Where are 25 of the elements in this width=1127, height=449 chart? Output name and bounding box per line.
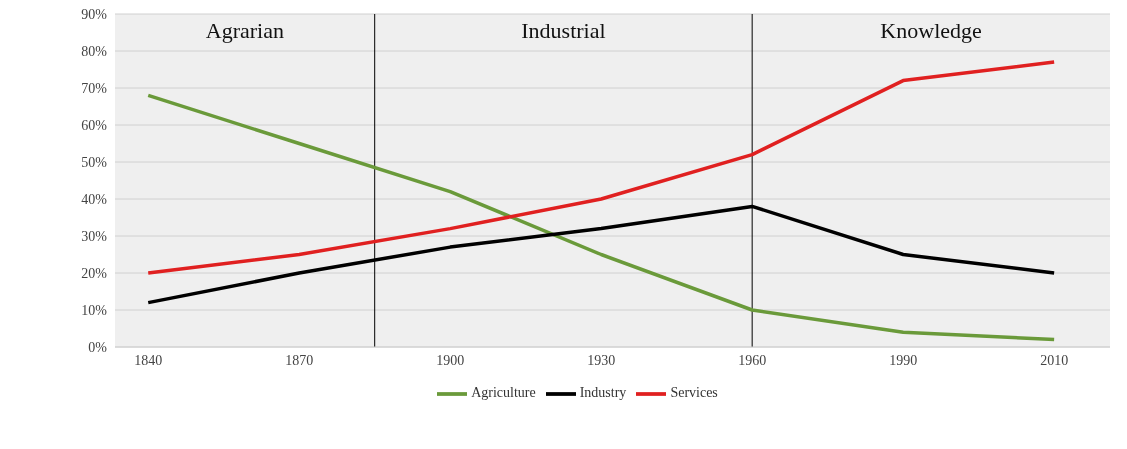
y-tick-label: 70% (81, 80, 108, 96)
y-tick-label: 80% (81, 43, 108, 59)
y-tick-label: 20% (81, 265, 108, 281)
y-tick-label: 30% (81, 228, 108, 244)
x-tick-label: 1870 (285, 352, 314, 368)
y-tick-label: 50% (81, 154, 108, 170)
legend-label: Industry (579, 385, 627, 401)
annotation: Agrarian (204, 18, 285, 44)
y-tick-label: 10% (81, 302, 108, 318)
legend-label: Agriculture (471, 385, 536, 401)
x-tick-label: 2010 (1040, 352, 1069, 368)
x-tick-label: 1960 (738, 352, 767, 368)
annotation: Knowledge (879, 18, 983, 44)
y-tick-label: 0% (88, 339, 108, 355)
x-tick-label: 1840 (134, 352, 163, 368)
line-series (146, 60, 1056, 275)
y-tick-label: 40% (81, 191, 108, 207)
x-tick-label: 1930 (587, 352, 616, 368)
x-tick-label: 1900 (436, 352, 465, 368)
y-tick-label: 90% (81, 6, 108, 22)
legend-label: Services (670, 385, 718, 401)
x-tick-label: 1990 (889, 352, 918, 368)
annotation: Industrial (520, 18, 607, 44)
line-series (146, 93, 1056, 342)
y-tick-label: 60% (81, 117, 108, 133)
